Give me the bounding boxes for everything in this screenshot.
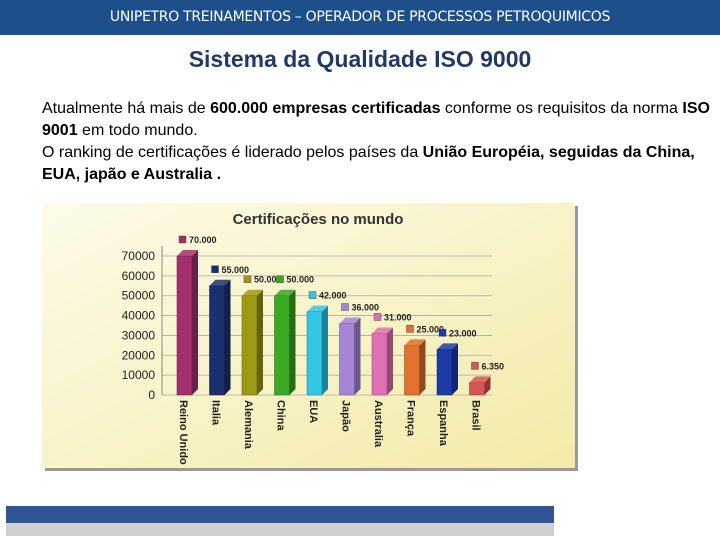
y-tick-label: 40000 xyxy=(122,309,156,323)
value-label-key xyxy=(243,275,252,283)
value-label-key xyxy=(211,265,219,273)
value-label-key xyxy=(373,313,382,321)
bar-side xyxy=(322,305,328,395)
value-label-key xyxy=(406,325,414,333)
bar-top xyxy=(404,339,426,346)
bar-side xyxy=(387,327,393,395)
bar xyxy=(339,323,355,396)
value-label: 70.000 xyxy=(189,235,217,245)
y-tick-label: 30000 xyxy=(122,328,156,342)
bar-top xyxy=(177,250,198,256)
bar-top xyxy=(372,327,393,334)
y-tick-label: 10000 xyxy=(122,368,156,382)
bar xyxy=(371,333,388,396)
text-run: União Européia, seguidas da China, EUA, … xyxy=(42,144,695,183)
bar-side xyxy=(484,376,491,395)
bar xyxy=(469,382,485,396)
value-label: 6.350 xyxy=(482,361,505,371)
bar-side xyxy=(354,317,361,395)
bar xyxy=(274,295,290,396)
value-label: 25.000 xyxy=(417,324,445,334)
value-label-key xyxy=(341,303,349,311)
bar-side xyxy=(257,289,263,395)
bar-side xyxy=(289,289,296,395)
bar-top xyxy=(469,376,491,383)
bar xyxy=(306,311,323,396)
chart-title: Certificações no mundo xyxy=(233,211,404,228)
x-tick-label: França xyxy=(405,400,417,437)
text-run: conforme os requisitos da norma xyxy=(440,100,683,117)
value-label: 31.000 xyxy=(384,312,412,322)
bar-side xyxy=(224,279,231,395)
bar xyxy=(436,349,453,396)
value-label-key xyxy=(276,275,284,283)
bar-side xyxy=(192,250,198,395)
bar xyxy=(241,295,258,396)
x-tick-label: Espanha xyxy=(437,400,449,447)
x-tick-label: Australia xyxy=(372,400,384,448)
value-label: 50.000 xyxy=(254,275,282,285)
x-tick-label: Japão xyxy=(340,400,352,432)
text-run: O ranking de certificações é liderado pe… xyxy=(42,144,423,161)
x-tick-label: China xyxy=(275,400,287,431)
value-label-key xyxy=(308,291,317,299)
x-tick-label: EUA xyxy=(307,400,319,423)
footer-bar-gray xyxy=(6,523,554,536)
value-label: 50.000 xyxy=(287,275,315,285)
x-tick-label: Brasil xyxy=(470,400,482,431)
value-label-key xyxy=(178,235,187,244)
text-run: em todo mundo. xyxy=(77,122,198,139)
x-tick-label: Reino Unido xyxy=(177,400,189,465)
header-bar: UNIPETRO TREINAMENTOS – OPERADOR DE PROC… xyxy=(0,0,720,35)
bar-top xyxy=(209,279,231,286)
bar-top xyxy=(339,317,361,324)
text-run: Atualmente há mais de xyxy=(42,100,211,117)
value-label-key xyxy=(438,329,447,337)
bar-side xyxy=(452,343,458,395)
bar-top xyxy=(437,343,458,350)
y-tick-label: 70000 xyxy=(122,249,156,263)
footer-bar xyxy=(6,506,554,523)
paragraph: O ranking de certificações é liderado pe… xyxy=(42,142,712,186)
y-tick-label: 50000 xyxy=(122,289,156,303)
text-run: ISO 9001 xyxy=(42,100,710,139)
y-tick-label: 0 xyxy=(148,388,155,402)
value-label-key xyxy=(471,362,479,370)
body-text: Atualmente há mais de 600.000 empresas c… xyxy=(42,98,712,186)
value-label: 23.000 xyxy=(449,328,477,338)
bar-top xyxy=(274,289,296,296)
value-label: 55.000 xyxy=(222,265,250,275)
x-tick-label: Alemania xyxy=(242,400,254,450)
x-tick-label: Italia xyxy=(210,400,222,426)
bar xyxy=(404,345,420,396)
slide-title: Sistema da Qualidade ISO 9000 xyxy=(188,46,532,72)
bar-top xyxy=(242,289,263,296)
paragraph: Atualmente há mais de 600.000 empresas c… xyxy=(42,98,712,142)
bar xyxy=(209,285,225,396)
bar-side xyxy=(419,339,426,395)
value-label: 42.000 xyxy=(319,291,347,301)
y-tick-label: 60000 xyxy=(122,269,156,283)
bar xyxy=(176,255,193,396)
y-tick-label: 20000 xyxy=(122,348,156,362)
bar-top xyxy=(307,305,328,312)
text-run: 600.000 empresas certificadas xyxy=(210,100,441,117)
value-label: 36.000 xyxy=(352,303,380,313)
